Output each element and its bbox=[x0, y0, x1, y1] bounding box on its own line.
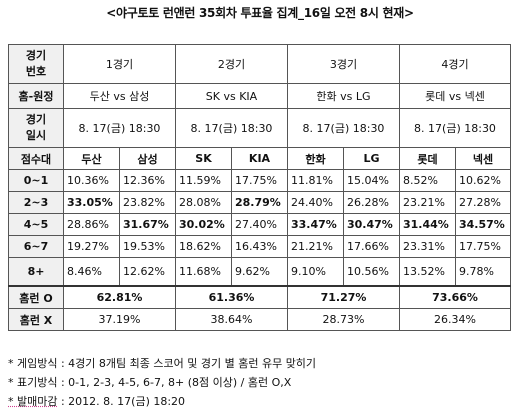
score-rows: 0~1 10.36% 12.36% 11.59% 17.75% 11.81% 15.04% 8… bbox=[8, 169, 511, 287]
vote-rate-cell: 9.62% bbox=[231, 257, 288, 287]
homerun-o-value: 73.66% bbox=[399, 285, 511, 309]
matchup-2: SK vs KIA bbox=[175, 83, 288, 109]
vote-rate-cell: 28.86% bbox=[63, 213, 120, 236]
vote-rate-cell: 10.56% bbox=[343, 257, 400, 287]
vote-rate-cell: 18.62% bbox=[175, 235, 232, 258]
vote-rate-cell: 28.79% bbox=[231, 191, 288, 214]
score-range-label: 8+ bbox=[8, 257, 64, 287]
date-2: 8. 17(금) 18:30 bbox=[175, 108, 288, 148]
vote-rate-cell: 19.53% bbox=[119, 235, 176, 258]
vote-rate-cell: 10.36% bbox=[63, 169, 120, 192]
homerun-o-value: 62.81% bbox=[63, 285, 176, 309]
vote-rate-cell: 24.40% bbox=[287, 191, 344, 214]
date-4: 8. 17(금) 18:30 bbox=[399, 108, 511, 148]
note-label: * 표기방식 bbox=[8, 376, 58, 389]
notes: * 게임방식 : 4경기 8개팀 최종 스코어 및 경기 별 홈런 유무 맞히기… bbox=[8, 354, 316, 411]
vote-rate-cell: 17.75% bbox=[231, 169, 288, 192]
vote-rate-cell: 9.78% bbox=[455, 257, 511, 287]
homerun-o-value: 71.27% bbox=[287, 285, 400, 309]
team-header: 두산 bbox=[63, 147, 120, 170]
note-label: * 발매마감 bbox=[8, 395, 58, 408]
matchup-4: 롯데 vs 넥센 bbox=[399, 83, 511, 109]
note-text: : 4경기 8개팀 최종 스코어 및 경기 별 홈런 유무 맞히기 bbox=[57, 357, 317, 370]
vote-rate-cell: 17.66% bbox=[343, 235, 400, 258]
homerun-x-value: 28.73% bbox=[287, 308, 400, 331]
vote-rate-cell: 19.27% bbox=[63, 235, 120, 258]
team-header: LG bbox=[343, 147, 400, 170]
date-1: 8. 17(금) 18:30 bbox=[63, 108, 176, 148]
homerun-x-value: 26.34% bbox=[399, 308, 511, 331]
vote-rate-cell: 13.52% bbox=[399, 257, 456, 287]
note-text: : 2012. 8. 17(금) 18:20 bbox=[57, 395, 186, 408]
vote-rate-cell: 21.21% bbox=[287, 235, 344, 258]
game-2-header: 2경기 bbox=[175, 44, 288, 84]
homerun-x-label: 홈런 X bbox=[8, 308, 64, 331]
score-range-label: 점수대 bbox=[8, 147, 64, 170]
vote-rate-cell: 9.10% bbox=[287, 257, 344, 287]
game-4-header: 4경기 bbox=[399, 44, 511, 84]
game-1-header: 1경기 bbox=[63, 44, 176, 84]
vote-rate-cell: 33.05% bbox=[63, 191, 120, 214]
matchup-3: 한화 vs LG bbox=[287, 83, 400, 109]
homerun-o-value: 61.36% bbox=[175, 285, 288, 309]
vote-rate-cell: 15.04% bbox=[343, 169, 400, 192]
team-header: KIA bbox=[231, 147, 288, 170]
homerun-x-value: 38.64% bbox=[175, 308, 288, 331]
date-3: 8. 17(금) 18:30 bbox=[287, 108, 400, 148]
game-3-header: 3경기 bbox=[287, 44, 400, 84]
vote-rate-cell: 11.59% bbox=[175, 169, 232, 192]
vote-rate-cell: 28.08% bbox=[175, 191, 232, 214]
vote-rate-cell: 8.52% bbox=[399, 169, 456, 192]
vote-rate-cell: 11.81% bbox=[287, 169, 344, 192]
vote-rate-cell: 12.36% bbox=[119, 169, 176, 192]
note-line: * 게임방식 : 4경기 8개팀 최종 스코어 및 경기 별 홈런 유무 맞히기 bbox=[8, 354, 316, 373]
vote-rate-cell: 17.75% bbox=[455, 235, 511, 258]
score-range-label: 0~1 bbox=[8, 169, 64, 192]
vote-rate-cell: 23.82% bbox=[119, 191, 176, 214]
team-header: 삼성 bbox=[119, 147, 176, 170]
score-range-label: 4~5 bbox=[8, 213, 64, 236]
note-line: * 표기방식 : 0-1, 2-3, 4-5, 6-7, 8+ (8점 이상) … bbox=[8, 373, 316, 392]
team-header: 넥센 bbox=[455, 147, 511, 170]
vote-rate-cell: 23.21% bbox=[399, 191, 456, 214]
homerun-x-value: 37.19% bbox=[63, 308, 176, 331]
note-text: : 0-1, 2-3, 4-5, 6-7, 8+ (8점 이상) / 홈런 O,… bbox=[57, 376, 292, 389]
vote-rate-cell: 31.44% bbox=[399, 213, 456, 236]
vote-rate-cell: 27.28% bbox=[455, 191, 511, 214]
vote-rate-cell: 8.46% bbox=[63, 257, 120, 287]
vote-rate-cell: 16.43% bbox=[231, 235, 288, 258]
vote-rate-cell: 30.47% bbox=[343, 213, 400, 236]
vote-rate-table: 경기 번호 1경기 2경기 3경기 4경기 홈-원정 두산 vs 삼성 SK v… bbox=[8, 44, 511, 331]
note-label: * 게임방식 bbox=[8, 357, 58, 370]
vote-rate-cell: 11.68% bbox=[175, 257, 232, 287]
vote-rate-cell: 23.31% bbox=[399, 235, 456, 258]
team-header: 롯데 bbox=[399, 147, 456, 170]
score-range-label: 2~3 bbox=[8, 191, 64, 214]
vote-rate-cell: 26.28% bbox=[343, 191, 400, 214]
page-title: <야구토토 런앤런 35회차 투표율 집계_16일 오전 8시 현재> bbox=[106, 6, 414, 20]
vote-rate-cell: 27.40% bbox=[231, 213, 288, 236]
score-range-label: 6~7 bbox=[8, 235, 64, 258]
vote-rate-cell: 10.62% bbox=[455, 169, 511, 192]
vote-rate-cell: 30.02% bbox=[175, 213, 232, 236]
matchup-1: 두산 vs 삼성 bbox=[63, 83, 176, 109]
game-no-label: 경기 번호 bbox=[8, 44, 64, 84]
date-label: 경기 일시 bbox=[8, 108, 64, 148]
vote-rate-cell: 34.57% bbox=[455, 213, 511, 236]
home-away-label: 홈-원정 bbox=[8, 83, 64, 109]
vote-rate-cell: 31.67% bbox=[119, 213, 176, 236]
team-header: SK bbox=[175, 147, 232, 170]
note-line: * 발매마감 : 2012. 8. 17(금) 18:20 bbox=[8, 392, 316, 411]
vote-rate-cell: 33.47% bbox=[287, 213, 344, 236]
team-header: 한화 bbox=[287, 147, 344, 170]
vote-rate-cell: 12.62% bbox=[119, 257, 176, 287]
homerun-o-label: 홈런 O bbox=[8, 285, 64, 309]
